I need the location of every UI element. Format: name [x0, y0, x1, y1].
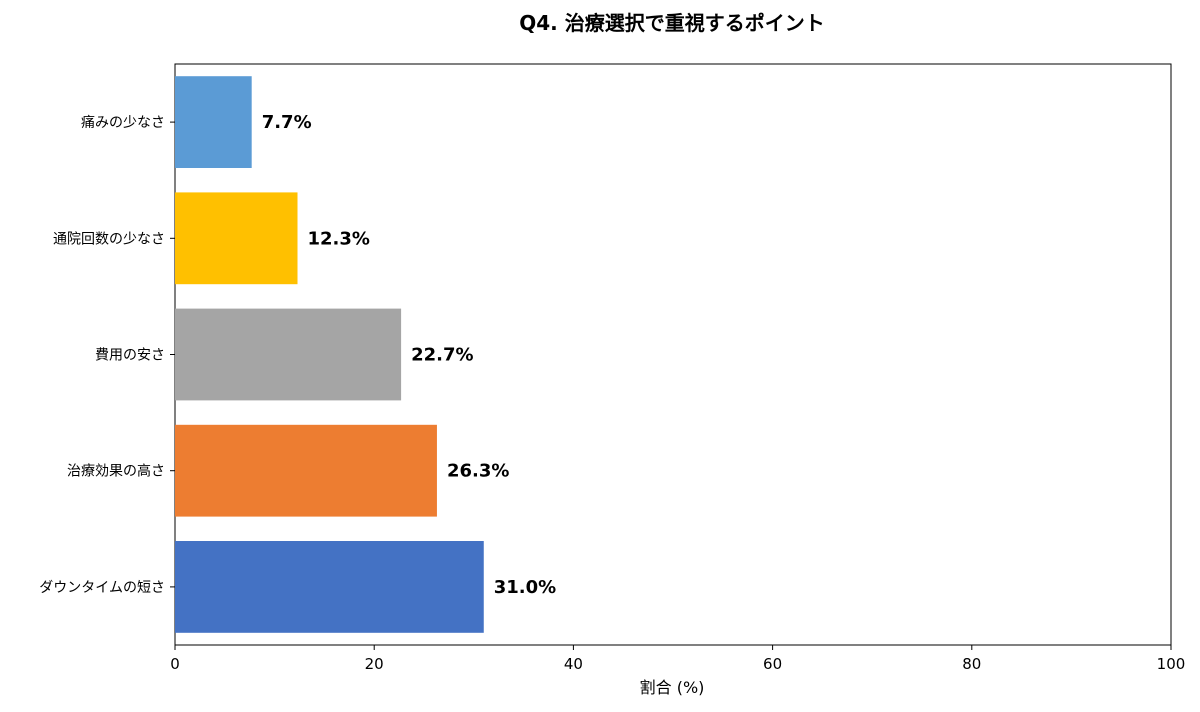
bar-1	[175, 76, 252, 168]
data-label-1: 7.7%	[262, 112, 312, 133]
x-tick-label-6: 100	[1157, 655, 1186, 673]
data-label-4: 26.3%	[447, 461, 509, 482]
bars-group: 痛みの少なさ 7.7% 通院回数の少なさ 12.3% 費用の安さ 22.7% 治療効果の高さ…	[39, 76, 556, 633]
bar-3	[175, 308, 402, 401]
category-label-3: 費用の安さ	[95, 348, 165, 364]
bar-2	[175, 192, 298, 285]
data-label-5: 31.0%	[494, 577, 556, 598]
chart-title: Q4. 治療選択で重視するポイント	[519, 11, 824, 35]
x-tick-label-2: 20	[365, 655, 384, 673]
x-axis-label: 割合 (%)	[640, 678, 705, 697]
x-tick-label-1: 0	[170, 655, 180, 673]
category-label-5: ダウンタイムの短さ	[39, 580, 165, 596]
category-label-1: 痛みの少なさ	[81, 114, 165, 131]
x-axis: 0 20 40 60 80 100	[170, 645, 1185, 673]
category-label-4: 治療効果の高さ	[67, 463, 165, 480]
data-label-2: 12.3%	[308, 228, 370, 249]
x-tick-label-3: 40	[564, 655, 583, 673]
bar-5	[175, 541, 484, 633]
x-tick-label-4: 60	[763, 655, 782, 673]
category-label-2: 通院回数の少なさ	[53, 231, 165, 247]
x-tick-label-5: 80	[962, 655, 981, 673]
bar-4	[175, 424, 437, 517]
data-label-3: 22.7%	[411, 345, 473, 366]
